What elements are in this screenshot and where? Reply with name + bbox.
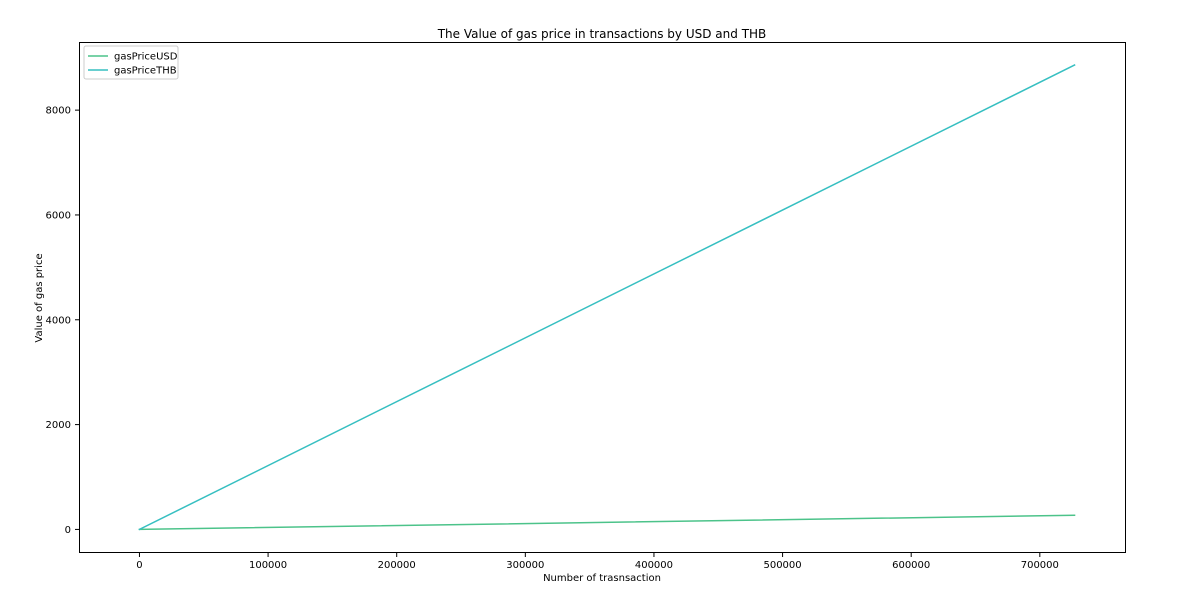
- y-tick-label: 8000: [46, 106, 71, 117]
- series-line-gasPriceUSD: [138, 514, 1076, 531]
- plot-background: [79, 42, 1126, 553]
- x-tick-label: 0: [136, 560, 142, 571]
- x-tick-label: 700000: [1021, 560, 1059, 571]
- legend: gasPriceUSD gasPriceTHB: [83, 45, 179, 80]
- y-tick-label: 2000: [46, 420, 71, 431]
- legend-label: gasPriceUSD: [114, 52, 178, 63]
- y-tick-label: 6000: [46, 210, 71, 221]
- series-line-gasPriceTHB: [138, 64, 1076, 531]
- chart-title: The Value of gas price in transactions b…: [437, 27, 767, 41]
- x-tick-label: 200000: [378, 560, 416, 571]
- x-tick-label: 400000: [635, 560, 673, 571]
- x-tick-label: 300000: [506, 560, 544, 571]
- plot-area: 0 100000 200000 300000 400000 500000 600000 700…: [46, 42, 1126, 571]
- y-tick-label: 0: [65, 525, 71, 536]
- x-tick-label: 100000: [249, 560, 287, 571]
- y-axis-label: Value of gas price: [34, 253, 45, 342]
- plot-frame: [79, 42, 1126, 553]
- x-tick-label: 600000: [892, 560, 930, 571]
- legend-label: gasPriceTHB: [114, 66, 177, 77]
- y-tick-label: 4000: [46, 315, 71, 326]
- x-tick-label: 500000: [763, 560, 801, 571]
- x-axis-label: Number of trasnsaction: [543, 573, 661, 584]
